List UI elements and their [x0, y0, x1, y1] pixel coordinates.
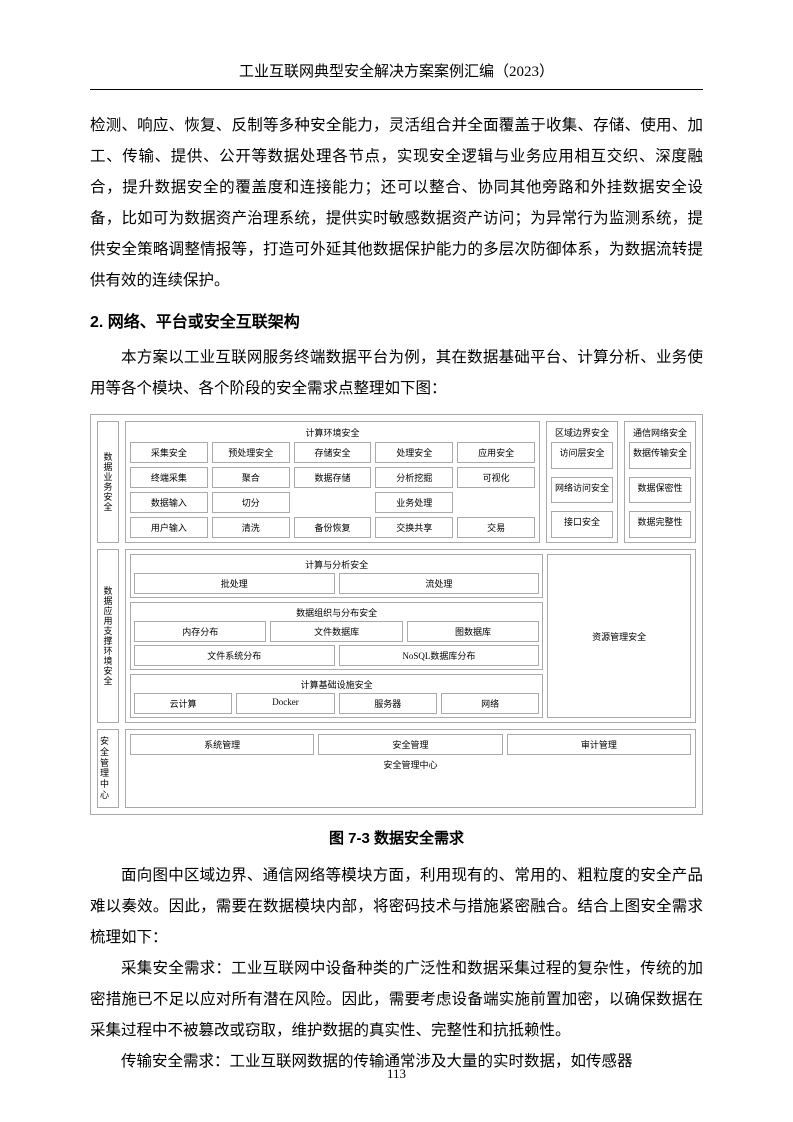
title-compute-env: 计算环境安全	[130, 426, 535, 442]
paragraph-4: 采集安全需求：工业互联网中设备种类的广泛性和数据采集过程的复杂性，传统的加密措施…	[90, 953, 703, 1046]
col-header-collect: 采集安全	[130, 442, 208, 463]
label-data-app-support: 数据应用支撑环境安全	[97, 549, 119, 723]
section-heading-2: 2. 网络、平台或安全互联架构	[90, 308, 703, 332]
paragraph-3: 面向图中区域边界、通信网络等模块方面，利用现有的、常用的、粗粒度的安全产品难以奏…	[90, 860, 703, 953]
paragraph-2: 本方案以工业互联网服务终端数据平台为例，其在数据基础平台、计算分析、业务使用等各…	[90, 342, 703, 404]
group-security-mgmt: 系统管理 安全管理 审计管理 安全管理中心	[125, 729, 696, 808]
security-diagram: 数据业务安全 计算环境安全 采集安全终端采集数据输入用户输入 预处理安全聚合切分…	[90, 414, 703, 815]
group-boundary: 区域边界安全 访问层安全 网络访问安全 接口安全	[546, 421, 618, 543]
subgroup-compute-infra: 计算基础设施安全 云计算 Docker 服务器 网络	[130, 674, 543, 718]
title-comm: 通信网络安全	[629, 426, 691, 442]
paragraph-1: 检测、响应、恢复、反制等多种安全能力，灵活组合并全面覆盖于收集、存储、使用、加工…	[90, 110, 703, 296]
group-mid-left: 计算与分析安全 批处理 流处理 数据组织与分布安全 内存分布 文件数据库 图数据…	[125, 549, 696, 723]
subgroup-compute-analysis: 计算与分析安全 批处理 流处理	[130, 554, 543, 598]
title-boundary: 区域边界安全	[551, 426, 613, 442]
document-header: 工业互联网典型安全解决方案案例汇编（2023）	[90, 60, 703, 90]
col-header-preprocess: 预处理安全	[212, 442, 290, 463]
group-comm: 通信网络安全 数据传输安全 数据保密性 数据完整性	[624, 421, 696, 543]
page-number: 113	[0, 1066, 793, 1082]
col-header-storage: 存储安全	[294, 442, 372, 463]
col-header-process: 处理安全	[375, 442, 453, 463]
title-security-mgmt: 安全管理中心	[130, 755, 691, 771]
label-data-business-security: 数据业务安全	[97, 421, 119, 543]
label-security-mgmt-center-v: 安全管理中心	[97, 729, 119, 808]
cell-resource-mgmt: 资源管理安全	[547, 554, 691, 718]
group-compute-env: 计算环境安全 采集安全终端采集数据输入用户输入 预处理安全聚合切分清洗 存储安全…	[125, 421, 540, 543]
col-header-app: 应用安全	[457, 442, 535, 463]
figure-caption: 图 7-3 数据安全需求	[90, 827, 703, 848]
subgroup-data-org: 数据组织与分布安全 内存分布 文件数据库 图数据库 文件系统分布 NoSQL数据…	[130, 602, 543, 670]
